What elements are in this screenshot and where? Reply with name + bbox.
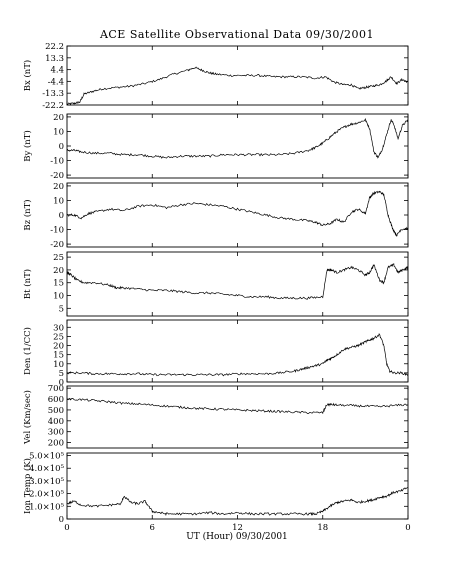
series-line	[66, 66, 409, 106]
y-tick-label: 10	[53, 127, 64, 137]
y-tick-label: 13.3	[45, 54, 64, 64]
series-line	[66, 118, 409, 159]
panel-frame	[66, 182, 409, 248]
y-tick-label: 20	[53, 182, 64, 192]
x-tick-label: 18	[317, 523, 328, 533]
y-tick-label: 0	[59, 211, 64, 221]
x-tick-label: 12	[232, 523, 243, 533]
y-tick-label: 20	[53, 266, 64, 276]
y-tick-label: -10	[50, 226, 64, 236]
y-axis-label: Vel (Km/sec)	[22, 390, 33, 445]
y-tick-label: -20	[50, 171, 64, 181]
y-tick-label: 4.4	[50, 66, 64, 76]
y-tick-label: 600	[48, 395, 64, 405]
y-axis-label: Bz (nT)	[22, 199, 33, 230]
panel-4: 25 20 15 10 5 Bt (nT)	[22, 251, 409, 317]
y-tick-label: 2.0×10⁵	[29, 490, 64, 500]
panel-7: 5.0×10⁵ 4.0×10⁵ 3.0×10⁵ 2.0×10⁵ 1.0×10⁵ 0 Ion …	[22, 452, 409, 525]
y-tick-label: 3.0×10⁵	[29, 477, 64, 487]
y-tick-label: -13.3	[42, 89, 64, 99]
y-tick-label: 20	[53, 342, 64, 352]
x-axis: 0 6 12 18 0	[64, 523, 410, 533]
y-tick-label: 500	[48, 406, 64, 416]
series-line	[66, 332, 409, 377]
y-tick-label: 200	[48, 439, 64, 449]
panel-2: 20 10 0 -10 -20 By (nT)	[22, 113, 409, 181]
y-tick-label: -20	[50, 240, 64, 250]
panel-1: 22.2 13.3 4.4-4.4 -13.3 -22.2 Bx (nT)	[22, 42, 409, 111]
y-axis-label: By (nT)	[22, 130, 33, 162]
y-tick-label: 10	[53, 292, 64, 302]
y-tick-label: 0	[59, 515, 64, 525]
y-tick-label: 4.0×10⁵	[29, 464, 64, 474]
y-tick-label: -22.2	[42, 101, 64, 111]
series-line	[66, 397, 409, 415]
x-tick-label: 0	[64, 523, 69, 533]
y-axis-label: Den (1/CC)	[22, 327, 33, 375]
y-tick-label: 15	[53, 351, 64, 361]
y-tick-label: 10	[53, 196, 64, 206]
y-tick-label: 30	[53, 323, 64, 333]
y-tick-label: 20	[53, 113, 64, 123]
y-axis-label: Bt (nT)	[22, 269, 33, 299]
series-line	[66, 190, 409, 237]
y-tick-label: 400	[48, 417, 64, 427]
panel-frame	[66, 452, 409, 520]
x-tick-label: 6	[150, 523, 155, 533]
series-line	[66, 487, 409, 516]
y-axis-label: Bx (nT)	[22, 60, 33, 92]
panels-group: 22.2 13.3 4.4-4.4 -13.3 -22.2 Bx (nT) 20 10 0 -10…	[22, 42, 409, 525]
y-tick-label: -4.4	[48, 77, 64, 87]
chart-title: ACE Satellite Observational Data 09/30/2…	[99, 28, 374, 41]
y-tick-label: 300	[48, 428, 64, 438]
x-tick-label: 0	[405, 523, 410, 533]
panel-frame	[66, 385, 409, 449]
y-tick-label: 0	[59, 142, 64, 152]
y-tick-label: 22.2	[45, 42, 64, 52]
panel-frame	[66, 319, 409, 383]
x-axis-label: UT (Hour) 09/30/2001	[186, 531, 288, 542]
y-tick-label: 10	[53, 360, 64, 370]
y-tick-label: 5	[59, 304, 64, 314]
y-tick-label: 1.0×10⁵	[29, 502, 64, 512]
y-tick-label: 5.0×10⁵	[29, 452, 64, 462]
panel-3: 20 10 0 -10 -20 Bz (nT)	[22, 182, 409, 250]
panel-frame	[66, 251, 409, 317]
y-tick-label: -10	[50, 157, 64, 167]
y-tick-label: 25	[53, 332, 64, 342]
y-tick-label: 700	[48, 384, 64, 394]
y-tick-label: 25	[53, 253, 64, 263]
y-tick-label: 0	[59, 378, 64, 388]
series-line	[66, 263, 409, 300]
y-tick-label: 15	[53, 279, 64, 289]
y-tick-label: 5	[59, 369, 64, 379]
y-axis-label: Ion Temp (K)	[22, 458, 33, 514]
